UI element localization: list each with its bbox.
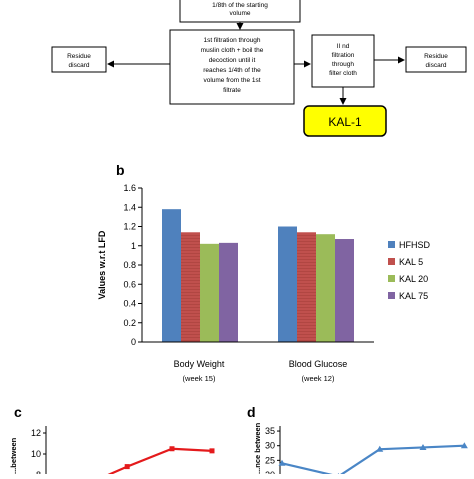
bar-kal-20-2 xyxy=(316,234,335,342)
line-y-tick-label: 30 xyxy=(265,441,275,451)
legend-label: HFHSD xyxy=(399,240,430,250)
series-point xyxy=(124,464,130,470)
series-point xyxy=(460,442,468,449)
series-point xyxy=(278,459,286,466)
legend-label: KAL 20 xyxy=(399,274,428,284)
bar-kal-20-1 xyxy=(200,243,219,342)
panel-label-c: c xyxy=(14,404,22,420)
residue-left-line-2: discard xyxy=(69,62,90,69)
bar-category-label-2: Blood Glucose xyxy=(289,359,348,369)
first-filtration-line-3: decoction until it xyxy=(209,57,256,64)
bar-y-tick-label: 1 xyxy=(131,241,136,251)
line-y-tick-label: 10 xyxy=(31,449,41,459)
legend-label: KAL 5 xyxy=(399,257,423,267)
kal1-label: KAL-1 xyxy=(328,115,362,129)
series-point xyxy=(169,446,175,452)
line-y-tick-label: 12 xyxy=(31,428,41,438)
legend-label: KAL 75 xyxy=(399,291,428,301)
second-filtration-line-1: II nd xyxy=(337,43,350,50)
series-point xyxy=(419,443,427,450)
series-point xyxy=(376,445,384,452)
first-filtration-line-6: filtrate xyxy=(223,87,241,94)
legend-swatch xyxy=(388,292,395,299)
bar-y-tick-label: 0.6 xyxy=(123,279,136,289)
bar-hfhsd-1 xyxy=(162,209,181,342)
bar-category-sublabel-2: (week 12) xyxy=(302,374,335,383)
line-y-tick-label: 8 xyxy=(36,470,41,474)
residue-right-line-1: Residue xyxy=(424,53,448,60)
first-filtration-box xyxy=(169,29,295,105)
top-box-line-1: 1/8th of the starting xyxy=(212,2,268,9)
bar-kal-75-1 xyxy=(219,242,238,342)
panel-label-b: b xyxy=(116,162,125,178)
first-filtration-line-2: muslin cloth + boil the xyxy=(201,47,264,54)
bar-chart: 0 0.2 0.4 0.6 0.8 1 1.2 1.4 1.6 Values w.r.t LFD… xyxy=(97,183,430,383)
residue-right-box xyxy=(405,46,467,73)
bar-category-label-1: Body Weight xyxy=(174,359,225,369)
bar-legend: HFHSD KAL 5 KAL 20 KAL 75 xyxy=(388,240,430,301)
bar-y-tick-label: 0 xyxy=(131,337,136,347)
bar-category-sublabel-1: (week 15) xyxy=(183,374,216,383)
bar-hfhsd-2 xyxy=(278,226,297,342)
line-y-tick-label: 20 xyxy=(265,470,275,474)
first-filtration-line-5: volume from the 1st xyxy=(203,77,260,84)
second-filtration-line-4: filter cloth xyxy=(329,70,357,77)
bar-kal-75-2 xyxy=(335,239,354,342)
residue-left-box xyxy=(51,46,107,73)
first-filtration-line-1: 1st filtration through xyxy=(203,37,260,44)
series-point xyxy=(209,448,215,454)
legend-swatch xyxy=(388,275,395,282)
bar-y-tick-label: 1.4 xyxy=(123,202,136,212)
bar-y-tick-label: 1.6 xyxy=(123,183,136,193)
flowchart: 1/8th of the starting volume 1st filtrat… xyxy=(51,0,467,137)
bar-y-tick-label: 0.2 xyxy=(123,318,136,328)
first-filtration-line-4: reaches 1/4th of the xyxy=(203,67,261,74)
line-chart-d: ...nce between 20 25 30 35 xyxy=(253,422,468,479)
panel-label-d: d xyxy=(247,404,256,420)
series-line xyxy=(96,447,213,479)
bar-kal-5-1 xyxy=(181,232,200,342)
residue-right-line-2: discard xyxy=(426,62,447,69)
bar-y-label: Values w.r.t LFD xyxy=(97,230,107,299)
line-y-tick-label: 35 xyxy=(265,426,275,436)
legend-swatch xyxy=(388,258,395,265)
second-filtration-box xyxy=(311,34,375,88)
kal1-box xyxy=(303,105,387,137)
line-d-y-label: ...nce between xyxy=(253,422,262,474)
legend-swatch xyxy=(388,241,395,248)
line-y-tick-label: 25 xyxy=(265,455,275,465)
series-line xyxy=(281,444,465,478)
line-chart-c: ...between 8 10 12 xyxy=(9,426,215,479)
second-filtration-line-3: through xyxy=(332,61,354,68)
top-box-line-2: volume xyxy=(230,10,251,17)
bar-kal-5-2 xyxy=(297,232,316,342)
line-c-y-label: ...between xyxy=(9,437,18,474)
bar-y-tick-label: 0.4 xyxy=(123,299,136,309)
bar-y-tick-label: 1.2 xyxy=(123,222,136,232)
residue-left-line-1: Residue xyxy=(67,53,91,60)
bar-y-tick-label: 0.8 xyxy=(123,260,136,270)
second-filtration-line-2: filtration xyxy=(332,52,355,59)
